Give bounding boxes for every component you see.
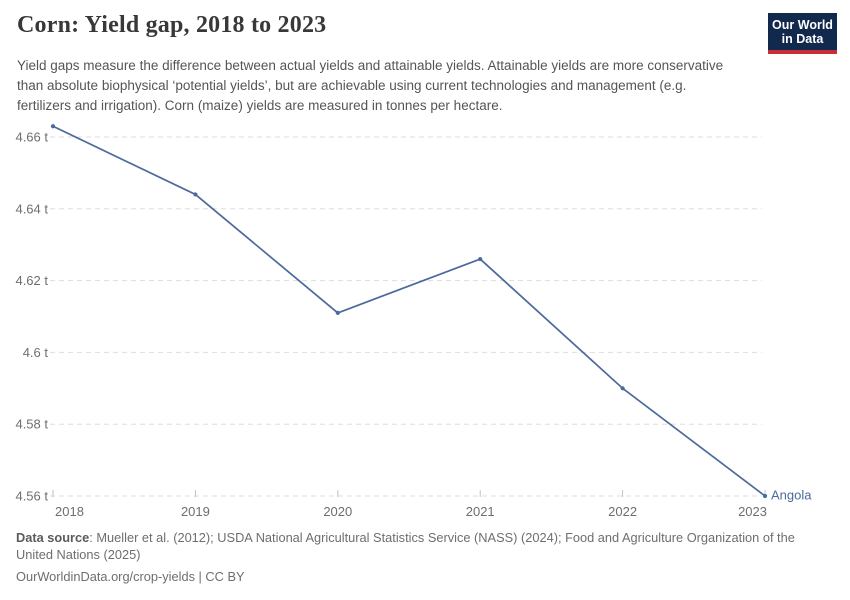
y-axis-tick-label: 4.62 t [15,273,48,288]
series-line[interactable] [52,125,766,497]
x-axis-tick-label: 2020 [323,504,352,519]
data-point[interactable] [193,192,198,197]
y-axis-tick-label: 4.6 t [23,345,49,360]
line-chart: 4.56 t 4.58 t 4.6 t 4.62 t 4.64 t 4.66 t 2018 2… [15,124,812,519]
x-axis-tick-label: 2018 [55,504,84,519]
y-axis-tick-label: 4.58 t [15,417,48,432]
y-axis-tick-label: 4.66 t [15,130,48,145]
data-source-line: Data source: Mueller et al. (2012); USDA… [16,530,834,563]
owid-logo[interactable]: Our World in Data [768,13,837,54]
y-axis-tick-label: 4.56 t [15,489,48,504]
owid-logo-line2: in Data [781,32,824,46]
x-axis-tick-label: 2019 [181,504,210,519]
data-point[interactable] [620,386,625,391]
series-entity-label: Angola [771,488,812,503]
owid-logo-box: Our World in Data [768,13,837,50]
data-point[interactable] [478,256,483,262]
data-point[interactable] [50,124,56,129]
license-line[interactable]: OurWorldinData.org/crop-yields | CC BY [16,569,245,584]
owid-logo-red-bar [768,50,837,54]
data-point[interactable] [762,493,768,499]
x-axis-tick-label: 2022 [608,504,637,519]
data-point[interactable] [335,310,340,316]
owid-logo-line1: Our World [772,18,833,32]
chart-subtitle: Yield gaps measure the difference betwee… [17,58,724,113]
data-source-text: : Mueller et al. (2012); USDA National A… [16,530,795,562]
x-axis-tick-label: 2023 [738,504,767,519]
y-axis-tick-label: 4.64 t [15,201,48,216]
page-title: Corn: Yield gap, 2018 to 2023 [17,12,327,38]
chart-footer: Data source: Mueller et al. (2012); USDA… [16,530,834,586]
x-axis-tick-label: 2021 [466,504,495,519]
data-source-label: Data source [16,530,90,545]
